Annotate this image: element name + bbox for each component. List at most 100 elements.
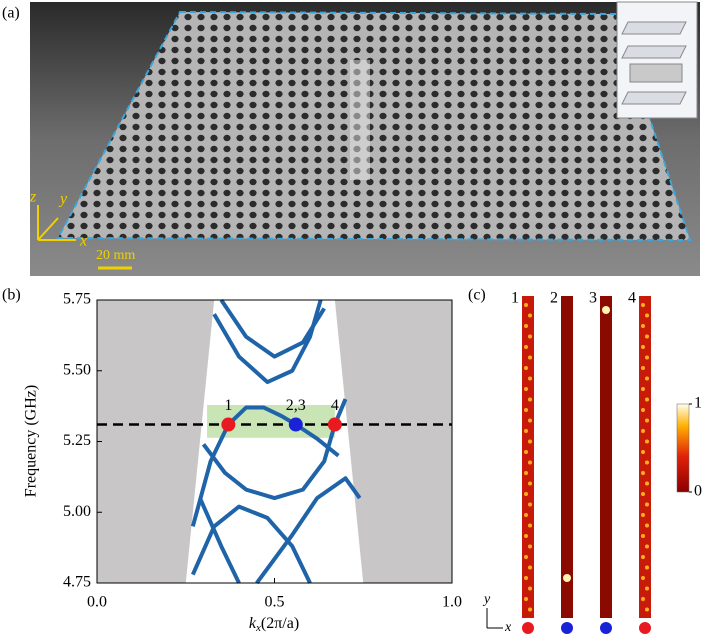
- field-hotspot: [641, 597, 645, 601]
- field-strip: [561, 296, 573, 618]
- y-tick-label: 4.75: [63, 574, 91, 591]
- band: [255, 476, 362, 585]
- axis-letter: y: [482, 592, 491, 607]
- field-hotspot: [524, 429, 528, 433]
- field-hotspot: [524, 597, 528, 601]
- field-hotspot: [645, 313, 649, 318]
- pillar-array: [58, 12, 690, 240]
- field-hotspot: [641, 471, 645, 475]
- field-hotspot: [641, 345, 645, 349]
- panel-label: (a): [2, 5, 20, 22]
- field-hotspot: [645, 376, 649, 381]
- field-hotspot: [641, 366, 645, 370]
- field-hotspot: [524, 555, 528, 559]
- field-hotspot: [528, 334, 532, 339]
- field-hotspot: [641, 513, 645, 517]
- mode-marker: [522, 622, 534, 634]
- strip-label: 1: [511, 290, 519, 307]
- axis-letter: z: [29, 189, 37, 206]
- strip-label: 3: [589, 290, 597, 307]
- field-hotspot: [645, 565, 649, 570]
- field-hotspot: [524, 324, 528, 328]
- strip-label: 2: [550, 290, 558, 307]
- band: [198, 497, 241, 584]
- field-hotspot: [528, 607, 532, 612]
- boundary: [56, 10, 692, 242]
- field-hotspot: [645, 418, 649, 423]
- mode-point: [327, 417, 342, 432]
- field-hotspot: [528, 418, 532, 423]
- field-hotspot: [641, 555, 645, 559]
- field-hotspot: [524, 576, 528, 580]
- mode-label: 2,3: [286, 397, 306, 414]
- field-hotspot: [528, 565, 532, 570]
- x-label-k: k: [249, 615, 257, 632]
- light-cone: [185, 300, 364, 583]
- x-label-sub: x: [255, 622, 261, 634]
- inset-layers: [621, 21, 687, 105]
- field-hotspot: [645, 460, 649, 465]
- field-hotspot: [524, 366, 528, 370]
- field-hotspot: [528, 481, 532, 486]
- field-hotspot: [645, 355, 649, 360]
- field-hotspot: [645, 439, 649, 444]
- y-tick-label: 5.50: [63, 361, 91, 378]
- field-hotspot: [528, 460, 532, 465]
- field-hotspot: [524, 513, 528, 517]
- field-hotspot: [645, 523, 649, 528]
- band: [191, 504, 312, 584]
- mode-marker: [639, 622, 651, 634]
- mode-label: 1: [224, 397, 232, 414]
- colorbar-label: 1: [694, 395, 702, 412]
- strip-label: 4: [628, 290, 636, 307]
- field-hotspot: [528, 397, 532, 402]
- reflection: [350, 60, 370, 180]
- x-axis-label: kx(2π/a): [249, 615, 299, 634]
- field-hotspot: [641, 303, 645, 307]
- y-tick-label: 5.00: [63, 503, 91, 520]
- field-hotspot: [528, 355, 532, 360]
- field-hotspot: [524, 303, 528, 307]
- field-hotspot: [528, 502, 532, 507]
- field-hotspot: [641, 387, 645, 391]
- field-hotspot: [524, 534, 528, 538]
- field-hotspot: [641, 576, 645, 580]
- field-hotspot: [645, 397, 649, 402]
- field-hotspot: [524, 471, 528, 475]
- field-strip: [522, 296, 534, 618]
- field-hotspot: [645, 544, 649, 549]
- y-axis-label: Frequency (GHz): [23, 385, 40, 497]
- mode-label: 4: [331, 397, 339, 414]
- mode-marker: [600, 622, 612, 634]
- scale-label: 20 mm: [96, 248, 135, 263]
- field-hotspot: [645, 502, 649, 507]
- y-tick-label: 5.25: [63, 432, 91, 449]
- field-hotspot: [641, 324, 645, 328]
- axis-letter: x: [504, 620, 512, 635]
- field-hotspot: [528, 544, 532, 549]
- field-hotspot: [524, 492, 528, 496]
- field-hotspot: [524, 387, 528, 391]
- field-hotspot: [641, 429, 645, 433]
- x-tick-label: 0.0: [87, 594, 107, 611]
- field-hotspot: [645, 481, 649, 486]
- panel-label: (b): [2, 287, 21, 304]
- colorbar-label: 0: [694, 483, 702, 500]
- mode-marker: [561, 622, 573, 634]
- field-hotspot: [641, 450, 645, 454]
- band: [219, 298, 326, 359]
- field-hotspot: [641, 492, 645, 496]
- axes-arrows: [37, 205, 76, 241]
- field-hotspot: [641, 534, 645, 538]
- colorbar: [676, 403, 690, 493]
- field-hotspot: [563, 574, 571, 582]
- field-hotspot: [641, 408, 645, 412]
- field-hotspot: [528, 586, 532, 591]
- panel-label: (c): [468, 287, 486, 304]
- band: [190, 405, 340, 527]
- field-hotspot: [524, 408, 528, 412]
- field-hotspot: [645, 334, 649, 339]
- axis-letter: x: [79, 233, 87, 250]
- axis-letter: y: [58, 191, 68, 208]
